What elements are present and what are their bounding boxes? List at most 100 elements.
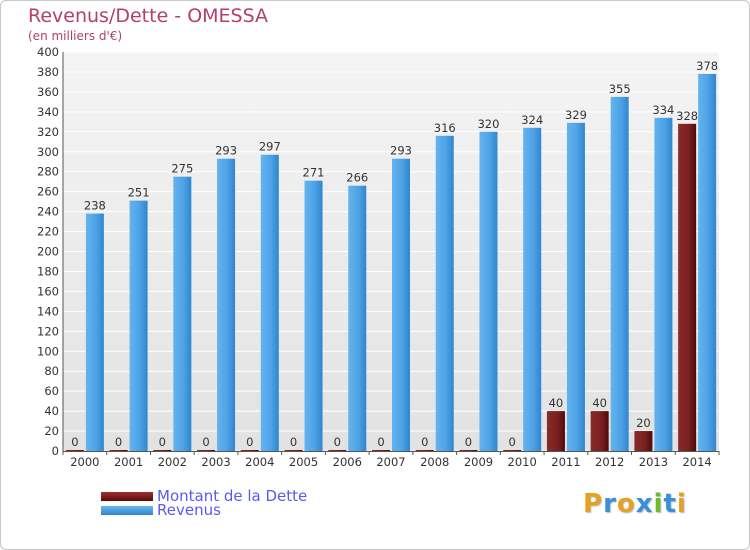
- y-tick-label: 340: [37, 105, 59, 119]
- bar-revenus: [129, 200, 148, 451]
- x-tick-label: 2007: [376, 455, 405, 469]
- bar-dette: [328, 450, 347, 451]
- data-label-revenus: 297: [259, 140, 281, 154]
- y-tick-label: 180: [37, 264, 59, 278]
- data-label-revenus: 324: [521, 113, 543, 127]
- proxiti-logo: Proxiti: [583, 489, 687, 519]
- bar-revenus: [173, 176, 192, 451]
- bar-dette: [153, 450, 172, 451]
- y-tick-label: 400: [37, 45, 59, 59]
- bar-revenus: [348, 185, 367, 452]
- legend-item-dette: Montant de la Dette: [101, 487, 308, 505]
- bar-revenus: [260, 154, 279, 451]
- y-tick-label: 60: [44, 384, 59, 398]
- data-label-dette: 0: [71, 435, 78, 449]
- data-label-dette: 40: [549, 396, 564, 410]
- data-label-revenus: 329: [565, 108, 587, 122]
- bar-dette: [678, 123, 697, 451]
- data-label-dette: 328: [676, 109, 698, 123]
- x-tick-label: 2005: [289, 455, 318, 469]
- y-tick-label: 240: [37, 205, 59, 219]
- data-label-revenus: 271: [303, 166, 325, 180]
- x-tick-label: 2001: [114, 455, 143, 469]
- bar-dette: [415, 450, 434, 451]
- y-tick-label: 80: [44, 364, 59, 378]
- x-tick-label: 2011: [551, 455, 580, 469]
- chart-subtitle: (en milliers d'€): [28, 29, 123, 43]
- y-tick-label: 300: [37, 145, 59, 159]
- y-tick-label: 160: [37, 284, 59, 298]
- data-label-dette: 0: [377, 435, 384, 449]
- x-tick-label: 2014: [682, 455, 711, 469]
- data-label-revenus: 293: [215, 144, 237, 158]
- y-tick-label: 360: [37, 85, 59, 99]
- bar-dette: [459, 450, 478, 451]
- data-label-dette: 0: [465, 435, 472, 449]
- y-tick-label: 100: [37, 344, 59, 358]
- x-tick-label: 2006: [333, 455, 362, 469]
- bar-dette: [197, 450, 216, 451]
- bar-dette: [503, 450, 522, 451]
- data-label-dette: 0: [159, 435, 166, 449]
- y-tick-label: 120: [37, 324, 59, 338]
- legend-item-revenus: Revenus: [101, 501, 221, 519]
- y-tick-label: 140: [37, 304, 59, 318]
- data-label-revenus: 266: [346, 171, 368, 185]
- data-label-revenus: 355: [609, 82, 631, 96]
- x-tick-label: 2008: [420, 455, 449, 469]
- bar-revenus: [654, 117, 673, 452]
- y-tick-label: 40: [44, 404, 59, 418]
- data-label-revenus: 378: [696, 59, 718, 73]
- bar-dette: [546, 411, 565, 451]
- data-label-dette: 0: [290, 435, 297, 449]
- bar-dette: [65, 450, 84, 451]
- bar-revenus: [392, 158, 410, 452]
- x-tick-label: 2009: [464, 455, 493, 469]
- y-tick-label: 280: [37, 165, 59, 179]
- data-label-dette: 0: [421, 435, 428, 449]
- y-tick-label: 320: [37, 125, 59, 139]
- legend-swatch-revenus: [101, 505, 153, 515]
- bar-revenus: [217, 158, 236, 452]
- bar-dette: [372, 450, 390, 451]
- bar-dette: [634, 431, 653, 451]
- bar-dette: [590, 411, 609, 451]
- y-tick-label: 380: [37, 65, 59, 79]
- data-label-dette: 0: [509, 435, 516, 449]
- bar-dette: [240, 450, 259, 451]
- x-tick-label: 2002: [158, 455, 187, 469]
- legend-label-revenus: Revenus: [157, 501, 221, 519]
- y-tick-label: 0: [52, 444, 59, 458]
- data-label-revenus: 238: [84, 199, 106, 213]
- bar-revenus: [85, 213, 104, 451]
- x-tick-label: 2004: [245, 455, 274, 469]
- legend-swatch-dette: [101, 491, 153, 501]
- x-tick-label: 2010: [508, 455, 537, 469]
- legend-label-dette: Montant de la Dette: [157, 487, 308, 505]
- data-label-revenus: 320: [477, 117, 499, 131]
- data-label-revenus: 316: [434, 121, 456, 135]
- bar-dette: [109, 450, 128, 451]
- x-tick-label: 2013: [639, 455, 668, 469]
- bar-revenus: [435, 135, 454, 452]
- bar-revenus: [523, 127, 542, 451]
- x-tick-label: 2012: [595, 455, 624, 469]
- data-label-dette: 0: [115, 435, 122, 449]
- bar-revenus: [698, 73, 717, 451]
- bar-revenus: [479, 131, 498, 452]
- y-tick-label: 20: [44, 424, 59, 438]
- y-tick-label: 220: [37, 225, 59, 239]
- data-label-revenus: 275: [171, 162, 193, 176]
- bar-revenus: [610, 96, 629, 451]
- data-label-revenus: 293: [390, 144, 412, 158]
- data-label-dette: 0: [334, 435, 341, 449]
- bar-revenus: [304, 180, 323, 452]
- data-label-dette: 40: [592, 396, 607, 410]
- x-tick-label: 2000: [70, 455, 99, 469]
- data-label-revenus: 251: [128, 186, 150, 200]
- data-label-revenus: 334: [652, 103, 674, 117]
- data-label-dette: 0: [246, 435, 253, 449]
- data-label-dette: 0: [202, 435, 209, 449]
